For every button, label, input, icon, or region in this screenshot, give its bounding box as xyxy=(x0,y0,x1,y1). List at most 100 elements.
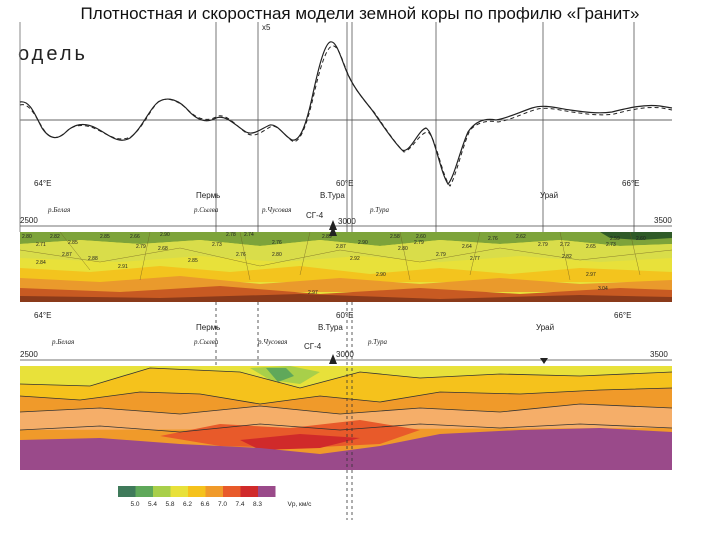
density-well: СГ-4 xyxy=(306,211,324,220)
legend-swatch xyxy=(205,486,223,497)
density-val: 2.59 xyxy=(610,236,620,242)
velocity-lon-60: 60°E xyxy=(336,311,353,320)
density-river-tura: р.Тура xyxy=(369,206,389,214)
velocity-river-chusovaya: р.Чусовая xyxy=(257,338,287,346)
density-val: 2.89 xyxy=(322,234,332,240)
velocity-model-panel xyxy=(19,366,673,470)
density-val: 2.85 xyxy=(68,240,78,246)
density-place-perm: Пермь xyxy=(196,191,220,200)
figure-title: Плотностная и скоростная модели земной к… xyxy=(80,4,640,23)
density-val: 2.80 xyxy=(272,252,282,258)
legend-swatch xyxy=(170,486,188,497)
density-axis-right: 3500 xyxy=(654,216,672,225)
density-axis-mid: 3000 xyxy=(338,217,356,226)
density-val: 2.87 xyxy=(336,244,346,250)
density-val: 2.88 xyxy=(88,256,98,262)
legend-swatch xyxy=(118,486,136,497)
velocity-place-perm: Пермь xyxy=(196,323,220,332)
density-lon-64: 64°E xyxy=(34,179,51,188)
model-curve xyxy=(19,45,673,187)
density-river-sylva: р.Сылва xyxy=(193,206,219,214)
cut-label: одель xyxy=(18,43,88,65)
density-val: 2.60 xyxy=(636,236,646,242)
density-val: 2.76 xyxy=(488,236,498,242)
density-val: 2.76 xyxy=(272,240,282,246)
legend-swatch xyxy=(135,486,153,497)
density-val: 2.71 xyxy=(36,242,46,248)
velocity-axis-left: 2500 xyxy=(20,350,38,359)
density-header: 64°E 60°E 66°E Пермь В.Тура Урай р.Белая… xyxy=(20,179,672,230)
density-val: 2.80 xyxy=(398,246,408,252)
density-val: 2.77 xyxy=(470,256,480,262)
density-val: 2.90 xyxy=(376,272,386,278)
density-val: 2.84 xyxy=(36,260,46,266)
density-val: 2.97 xyxy=(308,290,318,296)
legend-value: 6.6 xyxy=(201,501,210,508)
density-val: 2.62 xyxy=(516,234,526,240)
legend-value: 8.3 xyxy=(253,501,262,508)
legend-unit: Vp, км/с xyxy=(288,501,313,508)
density-val: 2.78 xyxy=(226,232,236,238)
guide-lines xyxy=(215,22,635,232)
density-lon-60: 60°E xyxy=(336,179,353,188)
density-val: 2.91 xyxy=(118,264,128,270)
density-val: 2.73 xyxy=(606,242,616,248)
legend-value: 5.4 xyxy=(148,501,157,508)
legend-value: 5.8 xyxy=(166,501,175,508)
density-val: 2.68 xyxy=(158,246,168,252)
velocity-lon-66: 66°E xyxy=(614,311,631,320)
density-river-belaya: р.Белая xyxy=(47,206,70,214)
density-val: 2.66 xyxy=(130,234,140,240)
legend-swatch xyxy=(258,486,276,497)
density-val: 2.79 xyxy=(538,242,548,248)
density-val: 2.73 xyxy=(212,242,222,248)
velocity-river-tura: р.Тура xyxy=(367,338,387,346)
density-place-vtura: В.Тура xyxy=(320,191,345,200)
velocity-axis-mid: 3000 xyxy=(336,350,354,359)
density-val: 2.74 xyxy=(244,232,254,238)
legend-swatch xyxy=(153,486,171,497)
density-val: 2.64 xyxy=(462,244,472,250)
legend-swatch xyxy=(188,486,206,497)
velocity-place-uray: Урай xyxy=(536,323,554,332)
velocity-river-belaya: р.Белая xyxy=(51,338,74,346)
density-val: 2.72 xyxy=(560,242,570,248)
dashed-guides xyxy=(215,302,353,520)
legend-value: 5.0 xyxy=(131,501,140,508)
density-val: 2.90 xyxy=(160,232,170,238)
density-val: 2.90 xyxy=(358,240,368,246)
density-val: 2.76 xyxy=(236,252,246,258)
legend-swatch xyxy=(223,486,241,497)
density-val: 2.58 xyxy=(390,234,400,240)
density-val: 2.79 xyxy=(436,252,446,258)
density-river-chusovaya: р.Чусовая xyxy=(261,206,291,214)
density-val: 2.80 xyxy=(22,234,32,240)
velocity-well: СГ-4 xyxy=(304,342,322,351)
density-val: 3.04 xyxy=(598,286,608,292)
velocity-legend: 5.0 5.4 5.8 6.2 6.6 7.0 7.4 8.3 Vp, км/с xyxy=(118,486,312,508)
observed-curve xyxy=(19,41,673,185)
legend-value: 6.2 xyxy=(183,501,192,508)
density-place-uray: Урай xyxy=(540,191,558,200)
velocity-place-vtura: В.Тура xyxy=(318,323,343,332)
density-val: 2.85 xyxy=(188,258,198,264)
density-model-panel: 2.71 2.85 2.66 2.79 2.68 2.73 2.76 2.87 … xyxy=(19,226,673,302)
gravity-curve-panel: одель x5 xyxy=(18,22,673,232)
density-val: 2.92 xyxy=(350,256,360,262)
density-val: 2.79 xyxy=(136,244,146,250)
density-val: 2.60 xyxy=(416,234,426,240)
legend-value: 7.4 xyxy=(236,501,245,508)
density-val: 2.87 xyxy=(62,252,72,258)
density-lon-66: 66°E xyxy=(622,179,639,188)
marker-label: x5 xyxy=(262,23,271,32)
density-val: 2.85 xyxy=(100,234,110,240)
density-val: 2.65 xyxy=(586,244,596,250)
density-val: 2.82 xyxy=(50,234,60,240)
velocity-axis-right: 3500 xyxy=(650,350,668,359)
legend-value: 7.0 xyxy=(218,501,227,508)
density-val: 2.79 xyxy=(414,240,424,246)
legend-swatch xyxy=(240,486,258,497)
density-axis-left: 2500 xyxy=(20,216,38,225)
density-val: 2.82 xyxy=(562,254,572,260)
